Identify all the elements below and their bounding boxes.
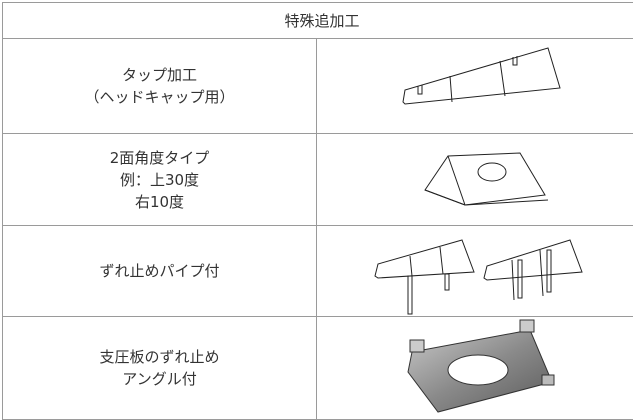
label-line: アングル付 [122,370,197,388]
label-cell: 2面角度タイプ 例：上30度 右10度 [2,133,317,226]
label-cell: タップ加工 （ヘッドキャップ用） [2,38,317,134]
label-line: 2面角度タイプ [109,148,210,167]
label-line: （ヘッドキャップ用） [84,88,235,106]
tap-drawing [402,47,561,105]
pipe-drawing [374,239,583,315]
label-line: 支圧板のずれ止め [99,348,220,366]
label-line: タップ加工 [121,66,197,84]
label-line: 右10度 [134,192,185,211]
angle-drawing [424,152,549,206]
angle-plate-photo [407,319,555,413]
label-line: 例：上30度 [119,170,200,189]
label-line: ずれ止めパイプ付 [99,262,220,280]
table-title: 特殊追加工 [284,11,360,30]
